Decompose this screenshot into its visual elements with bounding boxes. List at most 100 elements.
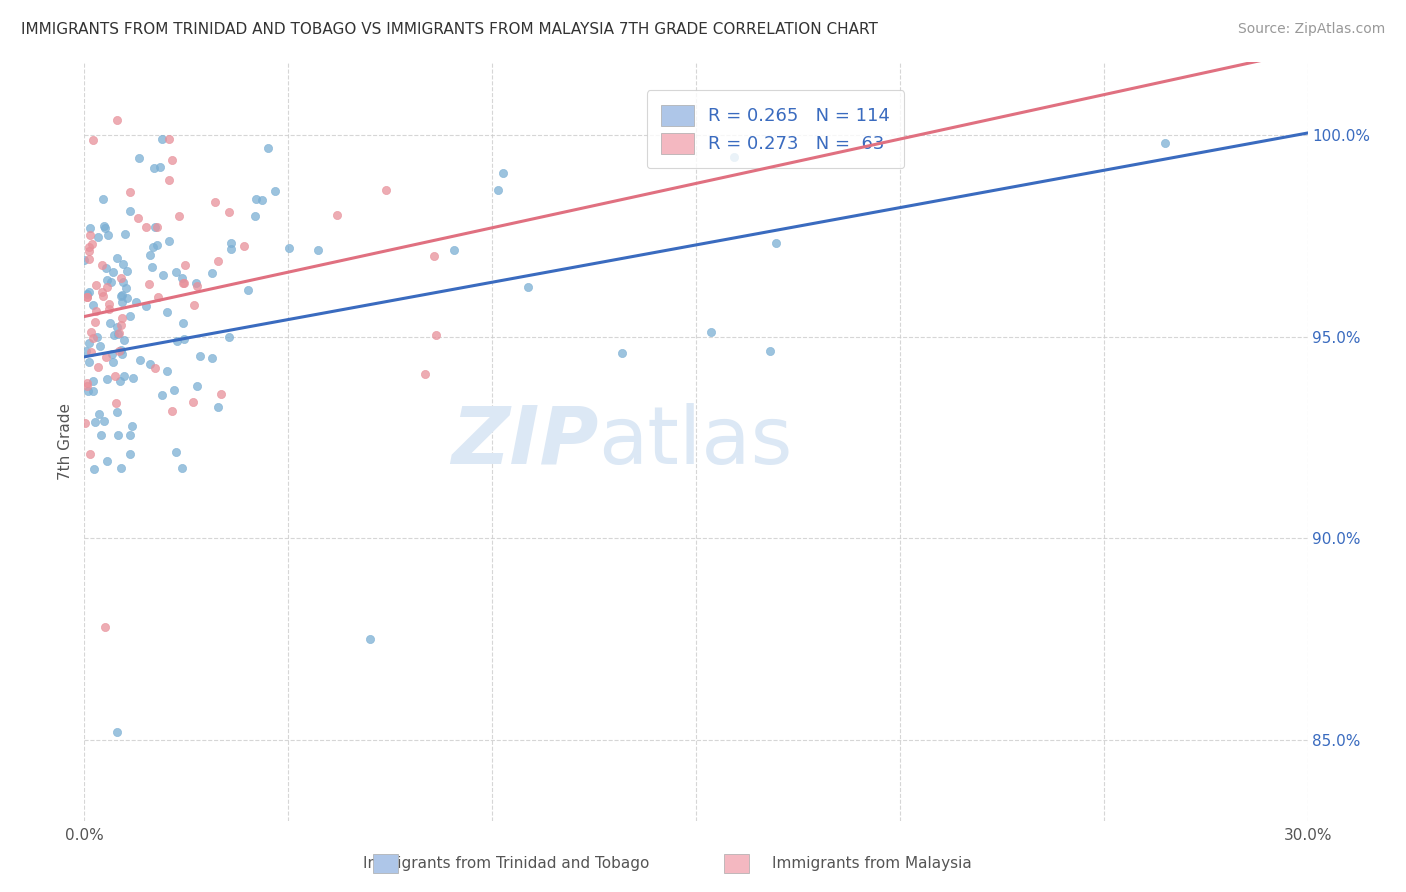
Point xyxy=(413,368,436,382)
Point xyxy=(143,361,166,376)
Point xyxy=(110,271,132,285)
Point xyxy=(256,141,278,155)
Point xyxy=(82,132,104,146)
Point xyxy=(75,343,97,358)
Point xyxy=(163,383,186,397)
Point xyxy=(80,325,103,339)
Point xyxy=(183,298,205,312)
Point xyxy=(122,370,145,384)
Point xyxy=(104,369,127,384)
Point xyxy=(129,353,152,368)
Point xyxy=(172,316,194,330)
Point xyxy=(111,294,134,309)
Point xyxy=(765,236,787,251)
Point xyxy=(82,237,104,252)
Point xyxy=(201,351,224,365)
Point xyxy=(516,279,538,293)
Point xyxy=(118,204,141,219)
Point xyxy=(141,260,163,274)
Point xyxy=(143,219,166,234)
Point xyxy=(307,244,329,258)
Point xyxy=(84,304,107,318)
Point xyxy=(118,309,141,323)
Point xyxy=(90,428,112,442)
Point xyxy=(156,364,179,378)
Point xyxy=(111,275,134,289)
Point xyxy=(118,428,141,442)
Point xyxy=(79,252,101,267)
Point xyxy=(107,428,129,442)
Point xyxy=(108,374,131,388)
Point xyxy=(174,258,197,272)
Point xyxy=(170,460,193,475)
Point xyxy=(93,192,115,206)
Point xyxy=(165,265,187,279)
Point xyxy=(112,368,135,383)
Point xyxy=(142,161,165,175)
Point xyxy=(76,290,98,304)
Y-axis label: 7th Grade: 7th Grade xyxy=(58,403,73,480)
Point xyxy=(152,268,174,282)
Point xyxy=(139,357,162,371)
Point xyxy=(121,418,143,433)
Point xyxy=(139,248,162,262)
Point xyxy=(157,234,180,248)
Point xyxy=(79,344,101,359)
Point xyxy=(105,725,128,739)
Point xyxy=(115,264,138,278)
Point xyxy=(96,454,118,468)
Point xyxy=(127,211,149,225)
Point xyxy=(232,238,254,252)
Point xyxy=(76,287,98,301)
Point xyxy=(150,131,173,145)
Point xyxy=(110,289,132,303)
Point xyxy=(77,244,100,258)
Point xyxy=(486,183,509,197)
Point xyxy=(73,416,96,430)
Point xyxy=(149,160,172,174)
Point xyxy=(84,415,107,429)
Point xyxy=(79,447,101,461)
Point xyxy=(91,289,114,303)
Point xyxy=(93,414,115,428)
Point xyxy=(76,376,98,390)
Point xyxy=(162,404,184,418)
Legend: R = 0.265   N = 114, R = 0.273   N =  63: R = 0.265 N = 114, R = 0.273 N = 63 xyxy=(647,90,904,169)
Point xyxy=(110,343,132,357)
Point xyxy=(166,334,188,348)
Point xyxy=(146,219,169,234)
Point xyxy=(204,194,226,209)
Point xyxy=(108,344,131,359)
Point xyxy=(111,288,134,302)
Point xyxy=(612,346,634,360)
Point xyxy=(156,304,179,318)
Point xyxy=(492,165,515,179)
Point xyxy=(423,249,446,263)
Point xyxy=(76,384,98,398)
Point xyxy=(96,273,118,287)
Point xyxy=(97,228,120,243)
Point xyxy=(107,327,129,342)
Point xyxy=(114,227,136,241)
Point xyxy=(105,113,128,128)
Point xyxy=(135,299,157,313)
Point xyxy=(82,384,104,398)
Point xyxy=(96,279,118,293)
Point xyxy=(150,388,173,402)
Point xyxy=(107,326,129,341)
Point xyxy=(112,257,135,271)
Point xyxy=(221,242,243,256)
Point xyxy=(105,405,128,419)
Point xyxy=(101,265,124,279)
Point xyxy=(98,302,121,317)
Point xyxy=(207,401,229,415)
Point xyxy=(170,270,193,285)
Text: atlas: atlas xyxy=(598,402,793,481)
Point xyxy=(188,349,211,363)
Point xyxy=(425,327,447,342)
Point xyxy=(98,316,121,330)
Text: IMMIGRANTS FROM TRINIDAD AND TOBAGO VS IMMIGRANTS FROM MALAYSIA 7TH GRADE CORREL: IMMIGRANTS FROM TRINIDAD AND TOBAGO VS I… xyxy=(21,22,877,37)
Point xyxy=(76,379,98,393)
Point xyxy=(87,229,110,244)
Point xyxy=(83,462,105,476)
